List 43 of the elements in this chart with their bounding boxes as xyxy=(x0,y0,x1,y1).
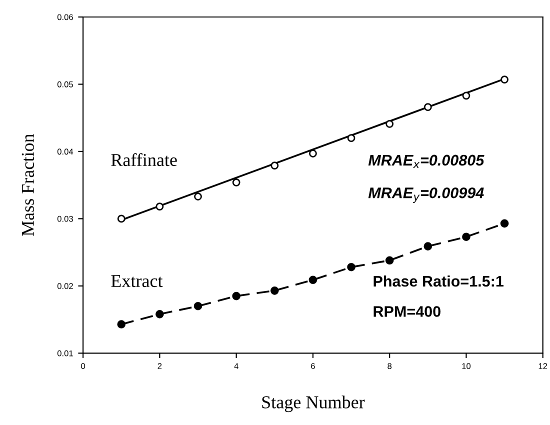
point xyxy=(117,214,126,223)
point xyxy=(309,150,317,158)
x-tick-label: 2 xyxy=(158,363,162,369)
annotation: Phase Ratio=1.5:1 xyxy=(374,275,504,287)
annotation: RPM=400 xyxy=(374,306,440,317)
y-tick-label: 0.03 xyxy=(57,216,73,222)
point xyxy=(270,162,279,170)
annotation: MRAE$_{y}$=0.00994 xyxy=(368,187,484,203)
y-axis-title: Mass Fraction xyxy=(22,134,34,236)
y-tick-label: 0.06 xyxy=(57,14,73,20)
annotation: Raffinate xyxy=(111,153,177,166)
annotation: Extract xyxy=(111,275,163,288)
point xyxy=(232,292,240,300)
point xyxy=(500,76,508,84)
x-tick-label: 4 xyxy=(234,363,238,369)
point xyxy=(347,262,356,272)
point xyxy=(194,192,202,200)
point xyxy=(308,276,318,284)
x-tick-label: 12 xyxy=(538,363,548,369)
point xyxy=(270,286,279,295)
y-tick-label: 0.04 xyxy=(57,148,74,155)
point xyxy=(462,92,470,100)
point xyxy=(156,310,164,318)
point xyxy=(424,242,432,250)
point xyxy=(117,320,126,328)
x-tick-label: 6 xyxy=(311,363,315,370)
x-tick-label: 0 xyxy=(81,363,86,370)
y-tick-label: 0.05 xyxy=(57,81,73,88)
point xyxy=(385,256,394,265)
point xyxy=(156,202,164,211)
y-tick-label: 0.02 xyxy=(57,283,73,290)
x-tick-label: 8 xyxy=(388,363,392,370)
point xyxy=(386,120,394,128)
point xyxy=(194,302,202,310)
point xyxy=(347,134,356,142)
point xyxy=(232,178,240,186)
point xyxy=(462,232,470,242)
point xyxy=(500,219,509,228)
x-axis-title: Stage Number xyxy=(262,396,365,412)
x-tick-label: 10 xyxy=(462,363,471,370)
point xyxy=(424,103,432,112)
y-tick-label: 0.01 xyxy=(57,350,73,356)
annotation: MRAE$_{x}$=0.00805 xyxy=(368,154,484,168)
